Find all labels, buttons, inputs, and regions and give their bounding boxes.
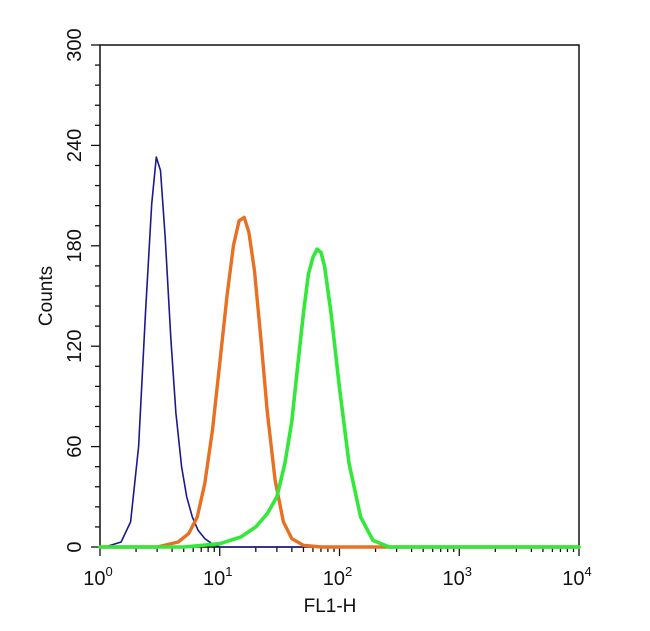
series-layer bbox=[98, 156, 581, 549]
x-tick-label: 104 bbox=[562, 564, 591, 590]
x-tick-label: 102 bbox=[323, 564, 352, 590]
x-tick-label: 103 bbox=[443, 564, 472, 590]
y-tick-label: 240 bbox=[64, 129, 86, 162]
histogram-series-3 bbox=[98, 247, 581, 549]
y-tick-label: 0 bbox=[64, 541, 86, 552]
y-tick-label: 300 bbox=[64, 28, 86, 61]
y-tick-label: 60 bbox=[64, 435, 86, 457]
y-tick-label: 120 bbox=[64, 330, 86, 363]
y-axis-title: Counts bbox=[36, 266, 57, 326]
x-axis-title: FL1-H bbox=[304, 596, 357, 617]
plot-frame bbox=[99, 44, 580, 548]
y-axis-ticks: 0 60 120 180 240 300 bbox=[64, 28, 100, 553]
histogram-series-2 bbox=[98, 215, 581, 549]
x-tick-label: 101 bbox=[203, 564, 232, 590]
x-axis-ticks: 100 101 102 103 104 bbox=[83, 547, 592, 590]
x-tick-label: 100 bbox=[83, 564, 112, 590]
y-tick-label: 180 bbox=[64, 229, 86, 262]
histogram-series-1 bbox=[104, 156, 580, 548]
